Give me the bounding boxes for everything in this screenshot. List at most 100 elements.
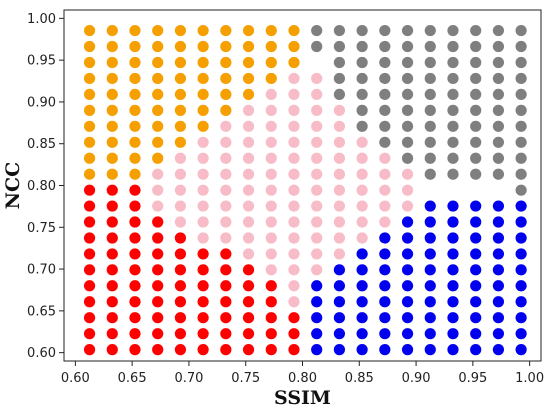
data-point: [333, 40, 346, 53]
data-point: [152, 296, 164, 308]
y-tick-label: 0.75: [27, 221, 56, 236]
data-point: [333, 296, 346, 308]
data-point: [356, 296, 368, 308]
data-point: [242, 168, 255, 180]
series-3: [311, 200, 527, 356]
data-point: [492, 200, 505, 212]
data-point: [265, 136, 277, 148]
data-point: [152, 136, 164, 148]
data-point: [470, 168, 482, 180]
data-point: [379, 104, 391, 116]
data-point: [265, 40, 277, 53]
data-point: [401, 120, 414, 132]
x-axis-ticks: 0.60 0.65 0.70 0.75 0.80 0.85 0.90 0.95 1.00: [61, 361, 544, 386]
data-point: [424, 280, 436, 292]
data-point: [470, 248, 482, 260]
x-tick-label: 0.60: [61, 371, 90, 386]
data-point: [333, 152, 346, 164]
data-point: [356, 344, 368, 356]
data-point: [242, 216, 255, 228]
data-point: [447, 56, 459, 69]
data-point: [152, 216, 164, 228]
data-point: [447, 232, 459, 244]
data-point: [311, 40, 323, 53]
data-point: [152, 264, 164, 276]
y-tick-label: 1.00: [27, 12, 56, 27]
data-point: [265, 312, 277, 324]
data-point: [333, 24, 346, 37]
data-point: [288, 168, 300, 180]
points-layer: [83, 24, 527, 356]
data-point: [242, 24, 255, 37]
data-point: [83, 104, 96, 116]
data-point: [265, 280, 277, 292]
data-point: [106, 136, 118, 148]
data-point: [492, 40, 505, 53]
data-point: [220, 40, 232, 53]
data-point: [152, 184, 164, 196]
data-point: [129, 72, 141, 85]
data-point: [197, 56, 209, 69]
data-point: [288, 184, 300, 196]
data-point: [515, 152, 527, 164]
data-point: [129, 200, 141, 212]
data-point: [106, 280, 118, 292]
y-tick-label: 0.60: [27, 346, 56, 361]
data-point: [197, 72, 209, 85]
data-point: [401, 344, 414, 356]
data-point: [311, 200, 323, 212]
data-point: [401, 88, 414, 101]
data-point: [470, 72, 482, 85]
data-point: [356, 40, 368, 53]
data-point: [470, 280, 482, 292]
data-point: [152, 248, 164, 260]
data-point: [129, 152, 141, 164]
data-point: [152, 120, 164, 132]
data-point: [356, 200, 368, 212]
data-point: [424, 152, 436, 164]
data-point: [515, 184, 527, 196]
data-point: [106, 264, 118, 276]
data-point: [515, 232, 527, 244]
data-point: [515, 120, 527, 132]
data-point: [152, 24, 164, 37]
data-point: [356, 184, 368, 196]
data-point: [174, 104, 187, 116]
data-point: [379, 264, 391, 276]
data-point: [106, 248, 118, 260]
data-point: [129, 280, 141, 292]
data-point: [515, 136, 527, 148]
data-point: [356, 328, 368, 340]
data-point: [379, 312, 391, 324]
data-point: [424, 72, 436, 85]
data-point: [333, 184, 346, 196]
data-point: [470, 40, 482, 53]
data-point: [174, 296, 187, 308]
data-point: [447, 328, 459, 340]
data-point: [379, 168, 391, 180]
data-point: [470, 88, 482, 101]
data-point: [311, 152, 323, 164]
data-point: [197, 232, 209, 244]
data-point: [424, 88, 436, 101]
data-point: [197, 104, 209, 116]
data-point: [129, 248, 141, 260]
data-point: [129, 24, 141, 37]
data-point: [129, 344, 141, 356]
data-point: [288, 24, 300, 37]
data-point: [401, 216, 414, 228]
data-point: [174, 312, 187, 324]
data-point: [83, 264, 96, 276]
data-point: [379, 296, 391, 308]
data-point: [424, 312, 436, 324]
data-point: [311, 72, 323, 85]
data-point: [265, 152, 277, 164]
data-point: [401, 40, 414, 53]
data-point: [515, 344, 527, 356]
data-point: [447, 104, 459, 116]
data-point: [424, 200, 436, 212]
y-tick-label: 0.90: [27, 95, 56, 110]
data-point: [106, 184, 118, 196]
data-point: [311, 328, 323, 340]
data-point: [447, 264, 459, 276]
